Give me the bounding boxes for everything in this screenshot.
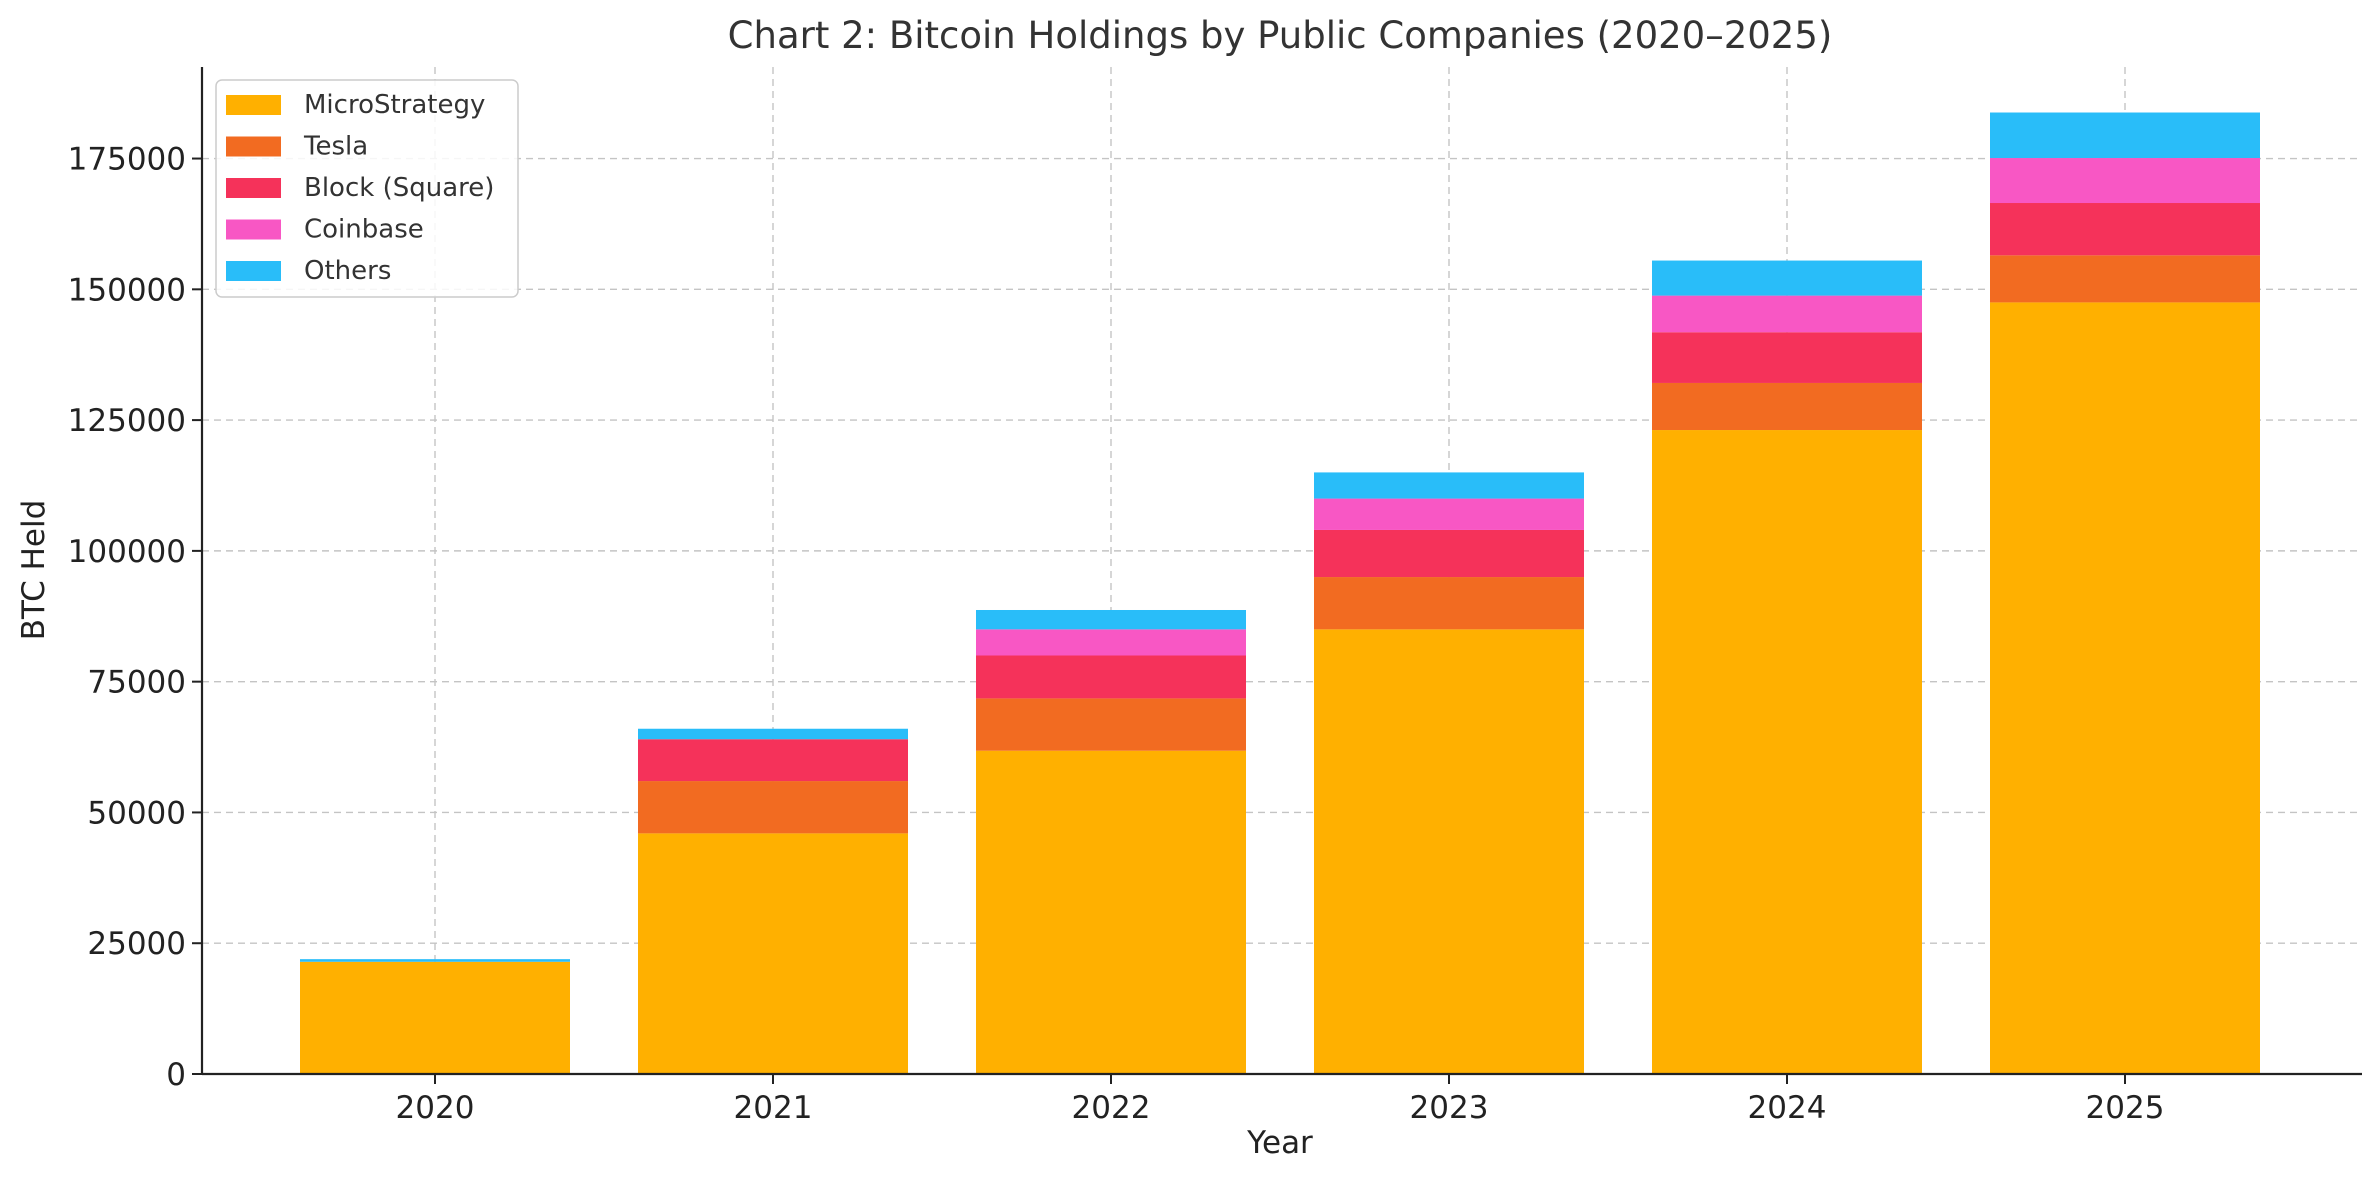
bar-segment-microstrategy-2023 (1314, 629, 1584, 1074)
bar-segment-others-2022 (976, 609, 1246, 630)
y-axis-label: BTC Held (16, 500, 52, 641)
y-tick-label: 150000 (68, 272, 186, 308)
y-tick-label: 50000 (87, 795, 186, 831)
bar-segment-others-2020 (300, 959, 570, 962)
legend-swatch (226, 95, 281, 115)
bars-layer (300, 112, 2260, 1075)
x-tick-label: 2022 (1072, 1090, 1151, 1126)
x-tick-label: 2021 (734, 1090, 813, 1126)
bar-segment-microstrategy-2020 (300, 961, 570, 1074)
y-tick-label: 175000 (68, 142, 186, 178)
bar-segment-block-square-2024 (1652, 332, 1922, 383)
legend-swatch (226, 261, 281, 281)
legend-swatch (226, 136, 281, 157)
bar-segment-tesla-2021 (638, 781, 908, 834)
bar-segment-others-2021 (638, 728, 908, 740)
legend: MicroStrategy Tesla Block (Square) Coinbase… (215, 79, 519, 298)
legend-swatch (226, 178, 281, 198)
axes-layer (200, 67, 2362, 1076)
x-tick-label: 2024 (1748, 1090, 1827, 1126)
y-tick-label: 0 (166, 1057, 186, 1093)
x-tick-label: 2020 (396, 1090, 475, 1126)
bar-segment-tesla-2023 (1314, 577, 1584, 630)
y-tick-label: 100000 (68, 534, 186, 570)
x-axis-label: Year (1246, 1125, 1313, 1161)
bar-segment-microstrategy-2025 (1990, 302, 2260, 1074)
chart-title: Chart 2: Bitcoin Holdings by Public Comp… (728, 14, 1833, 57)
legend-box (215, 79, 519, 298)
bar-segment-coinbase-2022 (976, 629, 1246, 656)
grid-layer (202, 67, 2362, 1074)
bar-segment-tesla-2024 (1652, 382, 1922, 431)
x-tick-label: 2023 (1410, 1090, 1489, 1126)
bar-segment-others-2025 (1990, 112, 2260, 159)
bar-segment-others-2023 (1314, 472, 1584, 499)
legend-label: Coinbase (304, 215, 424, 245)
bar-segment-coinbase-2024 (1652, 295, 1922, 333)
bar-segment-block-square-2023 (1314, 529, 1584, 578)
bar-segment-microstrategy-2021 (638, 833, 908, 1074)
legend-label: Block (Square) (304, 173, 494, 203)
y-tick-label: 25000 (87, 926, 186, 962)
legend-swatch (226, 219, 281, 240)
bar-segment-others-2024 (1652, 260, 1922, 296)
bar-segment-tesla-2025 (1990, 255, 2260, 303)
y-tick-label: 75000 (87, 665, 186, 701)
bar-segment-block-square-2021 (638, 739, 908, 782)
ticks-layer: 0 25000 50000 75000 100000 125000 150000 175000… (68, 142, 2165, 1126)
legend-label: Others (304, 256, 391, 286)
bar-segment-microstrategy-2022 (976, 750, 1246, 1074)
bar-segment-tesla-2022 (976, 698, 1246, 751)
bar-segment-coinbase-2023 (1314, 498, 1584, 530)
y-tick-label: 125000 (68, 403, 186, 439)
legend-label: MicroStrategy (304, 90, 485, 120)
bar-segment-block-square-2025 (1990, 203, 2260, 256)
bar-segment-block-square-2022 (976, 655, 1246, 699)
legend-label: Tesla (303, 132, 368, 162)
bar-segment-microstrategy-2024 (1652, 430, 1922, 1075)
bar-segment-coinbase-2025 (1990, 158, 2260, 204)
x-tick-label: 2025 (2086, 1090, 2165, 1126)
